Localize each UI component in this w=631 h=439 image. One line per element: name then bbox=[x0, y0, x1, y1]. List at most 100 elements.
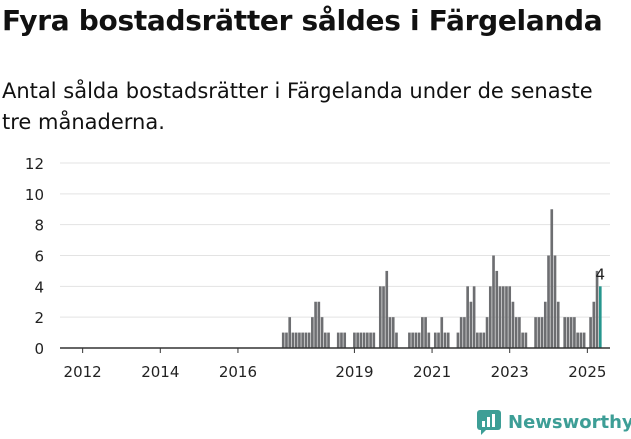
bar bbox=[566, 317, 570, 348]
bar bbox=[498, 286, 502, 348]
chart-title: Fyra bostadsrätter såldes i Färgelanda bbox=[2, 4, 603, 37]
bar bbox=[446, 332, 450, 348]
y-tick-label: 6 bbox=[34, 248, 44, 266]
bar bbox=[288, 317, 292, 348]
bar bbox=[311, 317, 314, 348]
x-tick-label: 2016 bbox=[219, 363, 257, 381]
y-tick-label: 0 bbox=[34, 340, 44, 358]
bar bbox=[427, 332, 431, 348]
bar bbox=[417, 332, 421, 348]
bar bbox=[518, 317, 521, 348]
bar bbox=[508, 286, 512, 348]
bar bbox=[521, 332, 524, 348]
bar bbox=[540, 317, 544, 348]
bar bbox=[294, 332, 298, 348]
bar bbox=[456, 332, 460, 348]
bar bbox=[576, 332, 579, 348]
bar bbox=[595, 270, 599, 348]
bar bbox=[514, 317, 518, 348]
bar bbox=[395, 332, 398, 348]
bar bbox=[440, 317, 444, 348]
bar bbox=[501, 286, 505, 348]
bar bbox=[472, 286, 476, 348]
y-tick-label: 8 bbox=[34, 217, 44, 235]
bar bbox=[437, 332, 440, 348]
bar bbox=[366, 332, 369, 348]
bar bbox=[372, 332, 376, 348]
bar bbox=[582, 332, 586, 348]
bar bbox=[414, 332, 418, 348]
bar bbox=[547, 255, 550, 348]
bar bbox=[492, 255, 495, 348]
bar bbox=[569, 317, 573, 348]
bar bbox=[485, 317, 489, 348]
bar bbox=[553, 255, 557, 348]
highlight-value-label: 4 bbox=[596, 265, 606, 283]
y-tick-label: 2 bbox=[34, 309, 44, 327]
bar bbox=[382, 286, 385, 348]
x-tick-label: 2014 bbox=[141, 363, 179, 381]
y-tick-label: 10 bbox=[25, 186, 44, 204]
bar bbox=[579, 332, 583, 348]
bar bbox=[378, 286, 382, 348]
bar bbox=[340, 332, 343, 348]
bar bbox=[563, 317, 567, 348]
x-tick-label: 2025 bbox=[568, 363, 606, 381]
bar bbox=[537, 317, 541, 348]
newsworthy-logo: Newsworthy bbox=[476, 409, 631, 435]
x-tick-label: 2021 bbox=[413, 363, 451, 381]
bar bbox=[482, 332, 486, 348]
bar bbox=[391, 317, 395, 348]
bar bbox=[556, 301, 560, 348]
bar bbox=[505, 286, 508, 348]
x-tick-label: 2012 bbox=[64, 363, 102, 381]
bar bbox=[362, 332, 366, 348]
bar bbox=[411, 332, 414, 348]
bar-chart: 0 2 4 6 8 10 12 2012 2014 2016 2019 2021 2023 2025 4 bbox=[25, 155, 610, 381]
bar bbox=[488, 286, 492, 348]
bar bbox=[543, 301, 547, 348]
bar bbox=[592, 301, 596, 348]
bar bbox=[469, 301, 473, 348]
bar bbox=[320, 317, 324, 348]
bar bbox=[301, 332, 304, 348]
bar bbox=[463, 317, 466, 348]
bar bbox=[281, 332, 285, 348]
bar bbox=[534, 317, 537, 348]
bar bbox=[589, 317, 592, 348]
bar bbox=[285, 332, 288, 348]
bar bbox=[369, 332, 372, 348]
x-tick-label: 2023 bbox=[491, 363, 529, 381]
bar bbox=[421, 317, 424, 348]
bar bbox=[388, 317, 392, 348]
bar bbox=[443, 332, 447, 348]
newsworthy-logo-text: Newsworthy bbox=[508, 411, 631, 433]
bar bbox=[573, 317, 576, 348]
bar bbox=[327, 332, 330, 348]
bar bbox=[385, 270, 389, 348]
bar bbox=[495, 270, 499, 348]
bar bbox=[408, 332, 411, 348]
bar bbox=[307, 332, 311, 348]
bar bbox=[317, 301, 321, 348]
bar bbox=[424, 317, 427, 348]
bar bbox=[343, 332, 347, 348]
bar bbox=[466, 286, 469, 348]
bar bbox=[359, 332, 363, 348]
bar bbox=[336, 332, 340, 348]
bar bbox=[304, 332, 308, 348]
bar bbox=[323, 332, 327, 348]
bar bbox=[524, 332, 528, 348]
bar bbox=[479, 332, 482, 348]
bar bbox=[356, 332, 359, 348]
chart-subtitle: Antal sålda bostadsrätter i Färgelanda u… bbox=[2, 79, 593, 134]
bar bbox=[476, 332, 479, 348]
highlight-bar bbox=[598, 286, 602, 348]
bar bbox=[433, 332, 437, 348]
bar bbox=[291, 332, 295, 348]
bar bbox=[353, 332, 356, 348]
bar bbox=[298, 332, 301, 348]
bar bbox=[550, 209, 554, 348]
newsworthy-logo-icon bbox=[477, 410, 501, 435]
x-tick-label: 2019 bbox=[335, 363, 373, 381]
